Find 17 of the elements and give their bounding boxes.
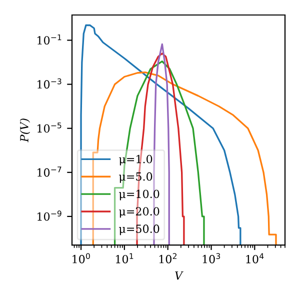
y-tick-label: 10$^{−3}$ [38, 78, 62, 89]
legend-label: μ=1.0 [119, 154, 152, 166]
x-tick-label: 10$^{2}$ [159, 253, 176, 264]
x-tick-label: 10$^{1}$ [116, 253, 134, 264]
x-tick-label: 10$^{0}$ [72, 253, 90, 264]
x-tick-label: 10$^{4}$ [246, 253, 264, 264]
x-axis-title: V [175, 271, 184, 280]
y-tick-label: 10$^{−1}$ [38, 34, 62, 45]
legend-label: μ=50.0 [119, 224, 160, 236]
y-axis-title: P(V) [20, 118, 30, 142]
y-tick-label: 10$^{−9}$ [38, 210, 62, 221]
y-tick-label: 10$^{−7}$ [38, 166, 62, 177]
x-tick-label: 10$^{3}$ [202, 253, 220, 264]
legend-label: μ=20.0 [119, 207, 160, 218]
y-tick-label: 10$^{−5}$ [38, 122, 62, 133]
legend-label: μ=10.0 [119, 190, 160, 200]
legend-label: μ=5.0 [119, 172, 152, 183]
